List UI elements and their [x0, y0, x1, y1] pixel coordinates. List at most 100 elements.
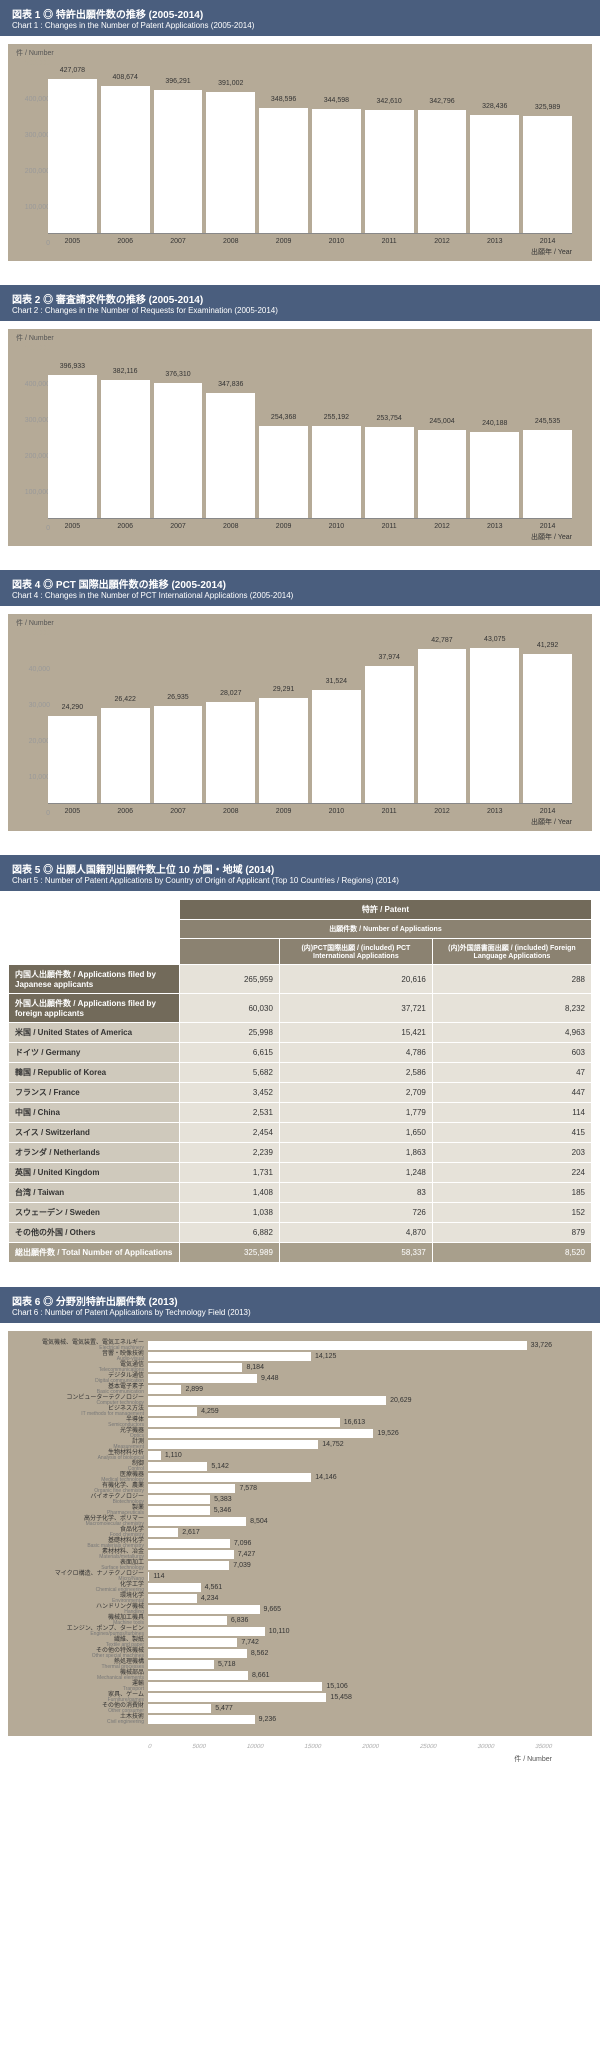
- bar-value: 325,989: [535, 104, 560, 111]
- hbar-row: コンピューターテクノロジーComputer technology20,629: [148, 1396, 552, 1405]
- x-tick: 2011: [365, 523, 414, 530]
- bar-value: 31,524: [326, 678, 347, 685]
- table-cell: 5,682: [179, 1063, 279, 1083]
- hbar-row: 高分子化学、ポリマーMacromolecular chemistry8,504: [148, 1517, 552, 1526]
- hbar-value: 14,752: [322, 1441, 343, 1448]
- hbar-label: 有機化学、農薬Organic fine chemistry: [14, 1483, 148, 1494]
- table-cell: 2,239: [179, 1143, 279, 1163]
- x-tick: 2014: [523, 523, 572, 530]
- bar-value: 24,290: [62, 704, 83, 711]
- hbar-label: その他の消費財Other consumer: [14, 1703, 148, 1714]
- row-label: 英国 / United Kingdom: [9, 1163, 180, 1183]
- bar-value: 391,002: [218, 80, 243, 87]
- bar-value: 43,075: [484, 636, 505, 643]
- hbar-label: 半導体Semiconductors: [14, 1417, 148, 1428]
- row-label: ドイツ / Germany: [9, 1043, 180, 1063]
- hbar-label: 機械加工機具Machine tools: [14, 1615, 148, 1626]
- hbar-label: 繊維、製紙Textile and paper: [14, 1637, 148, 1648]
- chart4-title-en: Chart 4 : Changes in the Number of PCT I…: [12, 591, 588, 600]
- table-cell: 8,520: [432, 1243, 591, 1263]
- hbar-label: 環境化学Environmental: [14, 1593, 148, 1604]
- x-tick: 2009: [259, 523, 308, 530]
- table-cell: 2,531: [179, 1103, 279, 1123]
- chart5-header: 図表 5 ◎ 出願人国籍別出願件数上位 10 か国・地域 (2014) Char…: [0, 855, 600, 891]
- table-cell: 60,030: [179, 994, 279, 1023]
- chart2-body: 件 / Number 500,000400,000300,000200,0001…: [8, 329, 592, 546]
- col-pct: (内)PCT国際出願 / (included) PCT Internationa…: [279, 939, 432, 965]
- bar: 43,075: [470, 648, 519, 803]
- bar-value: 37,974: [378, 654, 399, 661]
- chart5-table: 特許 / Patent 出願件数 / Number of Application…: [8, 899, 592, 1263]
- hbar-value: 5,142: [211, 1463, 229, 1470]
- hbar-row: 素材材料、冶金Materials/metallurgy7,427: [148, 1550, 552, 1559]
- x-tick: 2011: [365, 238, 414, 245]
- hbar: [148, 1704, 211, 1713]
- table-cell: 603: [432, 1043, 591, 1063]
- x-tick: 2007: [154, 808, 203, 815]
- table-cell: 1,779: [279, 1103, 432, 1123]
- hbar: [148, 1473, 311, 1482]
- hbar-value: 8,661: [252, 1672, 270, 1679]
- chart4-title-jp: 図表 4 ◎ PCT 国際出願件数の推移 (2005-2014): [12, 576, 588, 591]
- hbar-row: デジタル通信Digital communication9,448: [148, 1374, 552, 1383]
- hbar-value: 14,125: [315, 1353, 336, 1360]
- bar-value: 328,436: [482, 103, 507, 110]
- bar: 24,290: [48, 716, 97, 803]
- bar: 391,002: [206, 92, 255, 233]
- hbar-value: 7,096: [234, 1540, 252, 1547]
- table-cell: 25,998: [179, 1023, 279, 1043]
- hbar-row: 基本電子素子Basic communication2,899: [148, 1385, 552, 1394]
- table-cell: 114: [432, 1103, 591, 1123]
- hbar-row: 電気通信Telecommunications8,184: [148, 1363, 552, 1372]
- x-tick: 2012: [418, 808, 467, 815]
- chart2-title-en: Chart 2 : Changes in the Number of Reque…: [12, 306, 588, 315]
- x-tick: 2006: [101, 523, 150, 530]
- hbar-row: マイクロ構造、ナノテクノロジーMicro/Nano114: [148, 1572, 552, 1581]
- bar: 255,192: [312, 426, 361, 518]
- x-tick: 2005: [48, 808, 97, 815]
- bar-value: 26,422: [114, 696, 135, 703]
- bar-value: 396,933: [60, 363, 85, 370]
- bar: 344,598: [312, 109, 361, 233]
- hbar-row: 光学機器Optics19,526: [148, 1429, 552, 1438]
- row-label: スウェーデン / Sweden: [9, 1203, 180, 1223]
- chart4-xaxis: 出願年 / Year: [48, 817, 572, 827]
- x-tick: 20000: [361, 1744, 379, 1750]
- table-cell: 1,408: [179, 1183, 279, 1203]
- table-cell: 2,454: [179, 1123, 279, 1143]
- table-cell: 325,989: [179, 1243, 279, 1263]
- hbar-value: 5,346: [214, 1507, 232, 1514]
- hbar-row: 表面加工Surface technology7,039: [148, 1561, 552, 1570]
- x-tick: 2007: [154, 523, 203, 530]
- table-cell: 1,863: [279, 1143, 432, 1163]
- chart4-header: 図表 4 ◎ PCT 国際出願件数の推移 (2005-2014) Chart 4…: [0, 570, 600, 606]
- hbar: [148, 1572, 149, 1581]
- x-tick: 2013: [470, 238, 519, 245]
- bar-value: 253,754: [377, 415, 402, 422]
- bar-value: 28,027: [220, 690, 241, 697]
- hbar-label: 高分子化学、ポリマーMacromolecular chemistry: [14, 1516, 148, 1527]
- hbar-value: 9,665: [264, 1606, 282, 1613]
- x-tick: 35000: [534, 1744, 552, 1750]
- hbar-label: 基本電子素子Basic communication: [14, 1384, 148, 1395]
- table-cell: 447: [432, 1083, 591, 1103]
- hbar: [148, 1396, 386, 1405]
- chart1-body: 件 / Number 500,000400,000300,000200,0001…: [8, 44, 592, 261]
- hbar-label: ハンドリング機械Handling: [14, 1604, 148, 1615]
- chart4-body: 件 / Number 50,00040,00030,00020,00010,00…: [8, 614, 592, 831]
- hbar: [148, 1374, 257, 1383]
- hbar-row: その他の特殊機械Other special machines8,562: [148, 1649, 552, 1658]
- hbar-label: 表面加工Surface technology: [14, 1560, 148, 1571]
- x-tick: 2008: [206, 238, 255, 245]
- x-tick: 30000: [477, 1744, 495, 1750]
- row-label: オランダ / Netherlands: [9, 1143, 180, 1163]
- table-cell: 265,959: [179, 965, 279, 994]
- hbar: [148, 1440, 318, 1449]
- bar: 325,989: [523, 116, 572, 233]
- hbar-label: 熱処理機構Thermal processes: [14, 1659, 148, 1670]
- bar-value: 26,935: [167, 694, 188, 701]
- table-cell: 1,650: [279, 1123, 432, 1143]
- chart6-header: 図表 6 ◎ 分野別特許出願件数 (2013) Chart 6 : Number…: [0, 1287, 600, 1323]
- hbar-label: 食品化学Food chemistry: [14, 1527, 148, 1538]
- bar-value: 342,610: [377, 98, 402, 105]
